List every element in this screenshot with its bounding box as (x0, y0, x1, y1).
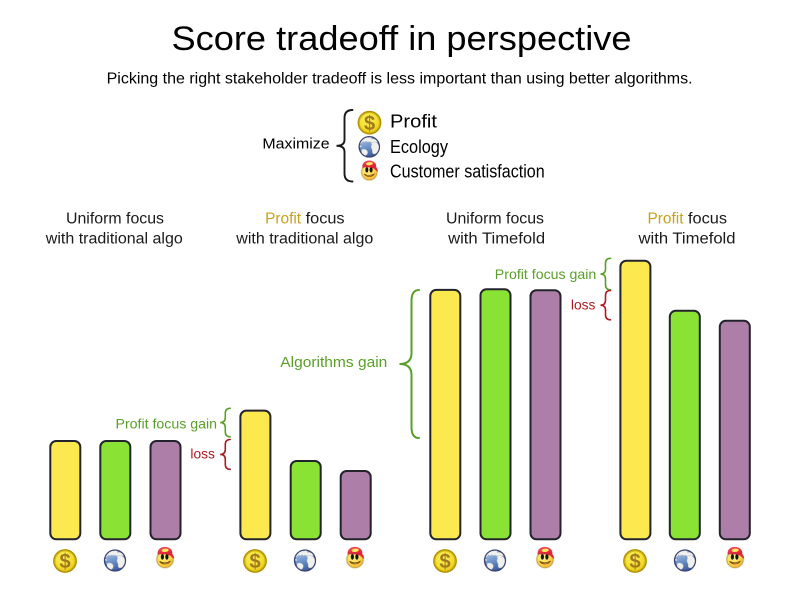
svg-text:Uniform focus: Uniform focus (446, 211, 544, 228)
svg-text:Maximize: Maximize (262, 136, 329, 152)
svg-text:focus: focus (688, 211, 727, 228)
svg-text:with Timefold: with Timefold (637, 230, 735, 247)
svg-text:focus: focus (306, 211, 345, 228)
svg-text:Profit: Profit (265, 211, 302, 228)
svg-text:Profit focus gain: Profit focus gain (116, 415, 218, 431)
svg-text:with Timefold: with Timefold (447, 230, 545, 247)
svg-text:Profit: Profit (390, 110, 437, 131)
svg-text:Uniform focus: Uniform focus (66, 211, 164, 228)
svg-text:Ecology: Ecology (390, 136, 449, 157)
svg-text:Customer satisfaction: Customer satisfaction (390, 161, 545, 182)
svg-text:Score tradeoff in perspective: Score tradeoff in perspective (172, 20, 632, 58)
svg-text:loss: loss (571, 296, 596, 312)
svg-text:loss: loss (190, 446, 215, 462)
svg-text:Profit focus gain: Profit focus gain (495, 266, 597, 282)
svg-text:with traditional algo: with traditional algo (45, 230, 183, 247)
svg-text:Picking the right stakeholder: Picking the right stakeholder tradeoff i… (107, 70, 693, 87)
svg-text:Profit: Profit (648, 211, 685, 228)
svg-text:Algorithms gain: Algorithms gain (280, 355, 387, 371)
svg-text:with traditional algo: with traditional algo (235, 230, 373, 247)
